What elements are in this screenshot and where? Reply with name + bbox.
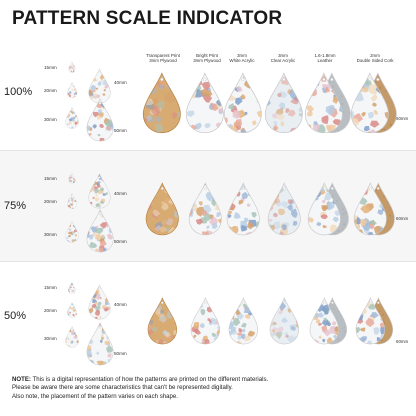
earring-size-sample: [86, 98, 114, 142]
scale-label-50: 50%: [4, 310, 27, 322]
earring-cork: [353, 182, 387, 236]
earring-size-sample: [65, 326, 79, 348]
earring-bright-plywood: [188, 182, 222, 236]
size-label-60: 60mm: [396, 216, 409, 221]
earring-clear-acrylic: [265, 72, 303, 134]
earring-cork: [351, 72, 389, 134]
earring-transparent-plywood: [143, 72, 181, 134]
material-header-clear-acrylic: 3mm Clear Acrylic: [270, 53, 296, 64]
earring-size-sample: [68, 282, 76, 294]
earring-size-sample: [65, 221, 79, 243]
earring-size-sample: [65, 107, 79, 129]
note-line-1: This is a digital representation of how …: [32, 376, 269, 383]
material-header-transparent-plywood: Transparent Print 3mm Plywood: [146, 53, 180, 64]
size-label-30: 30mm: [44, 336, 57, 341]
earring-leather: [309, 297, 339, 345]
size-label-15: 15mm: [44, 65, 57, 70]
earring-leather: [307, 182, 341, 236]
size-label-40: 40mm: [114, 80, 127, 85]
page-title: PATTERN SCALE INDICATOR: [12, 8, 283, 29]
earring-transparent-plywood: [147, 297, 177, 345]
earring-white-acrylic: [224, 72, 262, 134]
earring-white-acrylic: [228, 297, 258, 345]
size-label-60: 60mm: [396, 116, 409, 121]
earring-leather: [305, 72, 343, 134]
earring-size-sample: [88, 68, 111, 104]
earring-size-sample: [68, 61, 76, 73]
earring-clear-acrylic: [269, 297, 299, 345]
material-header-cork: 2mm Double Sided Cork: [356, 53, 394, 64]
earring-size-sample: [67, 82, 77, 98]
scale-label-75: 75%: [4, 200, 27, 212]
size-label-15: 15mm: [44, 176, 57, 181]
earring-transparent-plywood: [145, 182, 179, 236]
earring-size-sample: [68, 172, 76, 184]
material-header-leather: 1.6-1.8mm Leather: [314, 53, 336, 64]
scale-label-100: 100%: [4, 86, 33, 98]
size-label-60: 60mm: [396, 339, 409, 344]
earring-size-sample: [88, 173, 111, 209]
size-label-40: 40mm: [114, 302, 127, 307]
earring-cork: [355, 297, 385, 345]
size-label-50: 50mm: [114, 128, 127, 133]
material-header-white-acrylic: 3mm White Acrylic: [229, 53, 255, 64]
size-label-20: 20mm: [44, 308, 57, 313]
size-label-30: 30mm: [44, 117, 57, 122]
earring-size-sample: [88, 284, 111, 320]
size-label-40: 40mm: [114, 191, 127, 196]
note-label: NOTE:: [12, 376, 31, 383]
earring-size-sample: [67, 302, 77, 318]
size-label-30: 30mm: [44, 232, 57, 237]
earring-clear-acrylic: [267, 182, 301, 236]
size-label-50: 50mm: [114, 239, 127, 244]
note-line-2: Please be aware there are some character…: [12, 384, 233, 392]
earring-size-sample: [67, 193, 77, 209]
earring-bright-plywood: [190, 297, 220, 345]
earring-white-acrylic: [226, 182, 260, 236]
size-label-15: 15mm: [44, 285, 57, 290]
earring-bright-plywood: [186, 72, 224, 134]
size-label-50: 50mm: [114, 351, 127, 356]
note: NOTE: This is a digital representation o…: [12, 376, 408, 401]
earring-size-sample: [86, 209, 114, 253]
size-label-20: 20mm: [44, 88, 57, 93]
size-label-20: 20mm: [44, 199, 57, 204]
note-line-3: Also note, the placement of the pattern …: [12, 392, 178, 400]
earring-size-sample: [86, 322, 114, 366]
material-header-bright-plywood: Bright Print 3mm Plywood: [193, 53, 221, 64]
